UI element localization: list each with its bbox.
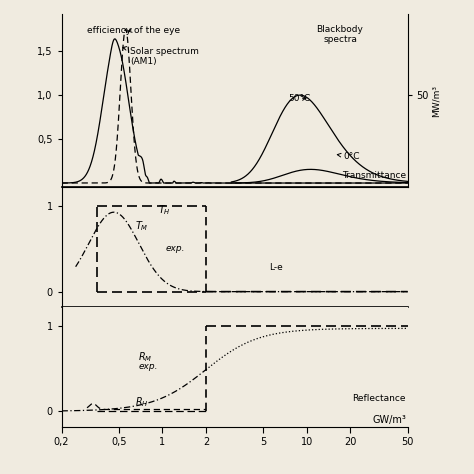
Text: Reflectance: Reflectance [352, 394, 406, 403]
Y-axis label: MW/m³: MW/m³ [432, 85, 441, 117]
Text: $R_M$: $R_M$ [138, 350, 153, 364]
Text: exp.: exp. [138, 362, 158, 371]
Text: Solar spectrum
(AM1): Solar spectrum (AM1) [123, 46, 200, 66]
Text: Blackbody
spectra: Blackbody spectra [317, 25, 364, 44]
Text: Transmittance: Transmittance [342, 172, 406, 181]
Text: $T_M$: $T_M$ [136, 219, 149, 233]
Text: 50°C: 50°C [289, 94, 311, 103]
Text: 0°C: 0°C [337, 152, 360, 161]
Text: exp.: exp. [165, 244, 185, 253]
Text: $R_H$: $R_H$ [136, 395, 149, 409]
Text: L-e: L-e [269, 263, 283, 272]
Text: efficiency of the eye: efficiency of the eye [87, 26, 180, 35]
Text: $T_H$: $T_H$ [158, 203, 171, 217]
Text: GW/m³: GW/m³ [372, 415, 406, 425]
